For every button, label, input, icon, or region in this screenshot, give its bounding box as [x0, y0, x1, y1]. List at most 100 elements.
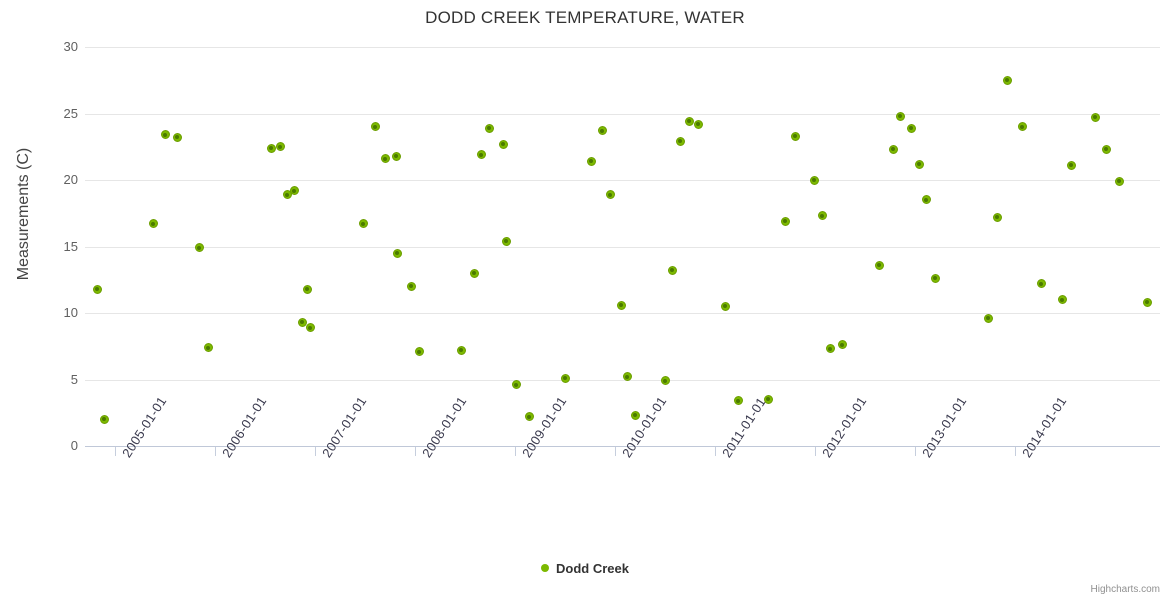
credits-label[interactable]: Highcharts.com	[1090, 584, 1160, 595]
scatter-point[interactable]	[511, 380, 521, 390]
scatter-point[interactable]	[825, 344, 835, 354]
scatter-point[interactable]	[414, 347, 424, 357]
chart-legend: Dodd Creek	[0, 561, 1170, 576]
scatter-point[interactable]	[1057, 295, 1067, 305]
scatter-point-core	[619, 303, 623, 308]
scatter-point[interactable]	[1066, 160, 1076, 170]
scatter-point[interactable]	[560, 373, 570, 383]
scatter-point[interactable]	[92, 284, 102, 294]
scatter-point[interactable]	[817, 211, 827, 221]
gridline	[85, 47, 1160, 48]
chart-title: DODD CREEK TEMPERATURE, WATER	[425, 8, 745, 27]
scatter-point[interactable]	[391, 151, 401, 161]
scatter-point[interactable]	[289, 186, 299, 196]
scatter-point[interactable]	[172, 132, 182, 142]
scatter-point-core	[395, 251, 399, 256]
scatter-point[interactable]	[1017, 122, 1027, 132]
scatter-point[interactable]	[1142, 297, 1152, 307]
scatter-point[interactable]	[1036, 279, 1046, 289]
scatter-point-core	[383, 156, 387, 161]
scatter-point[interactable]	[906, 123, 916, 133]
y-axis-title: Measurements (C)	[15, 147, 32, 281]
scatter-point[interactable]	[675, 136, 685, 146]
scatter-point[interactable]	[1114, 176, 1124, 186]
scatter-point-core	[1039, 281, 1043, 286]
scatter-point[interactable]	[622, 372, 632, 382]
scatter-point-core	[417, 349, 421, 354]
scatter-point-core	[812, 178, 816, 182]
scatter-point[interactable]	[809, 175, 819, 185]
scatter-point-core	[479, 152, 483, 157]
scatter-point[interactable]	[780, 216, 790, 226]
scatter-point-core	[501, 142, 505, 147]
scatter-point-core	[175, 135, 179, 140]
scatter-point-core	[278, 144, 282, 149]
x-axis-tick-mark	[715, 447, 716, 456]
scatter-point-core	[1060, 297, 1064, 302]
scatter-point[interactable]	[392, 248, 402, 258]
scatter-point[interactable]	[1090, 112, 1100, 122]
scatter-point[interactable]	[684, 116, 694, 126]
y-axis-tick-label: 0	[40, 439, 78, 452]
scatter-point[interactable]	[282, 190, 292, 200]
scatter-point-core	[151, 221, 155, 226]
scatter-point[interactable]	[358, 219, 368, 229]
scatter-point[interactable]	[148, 219, 158, 229]
scatter-point[interactable]	[194, 243, 204, 253]
scatter-point[interactable]	[733, 396, 743, 406]
scatter-point[interactable]	[160, 130, 170, 140]
scatter-point[interactable]	[203, 343, 213, 353]
scatter-point[interactable]	[693, 119, 703, 129]
scatter-point[interactable]	[380, 154, 390, 164]
scatter-point[interactable]	[524, 412, 534, 422]
scatter-point[interactable]	[616, 300, 626, 310]
scatter-point[interactable]	[266, 143, 276, 153]
scatter-point[interactable]	[297, 317, 307, 327]
x-axis-tick-label: 2005-01-01	[119, 393, 170, 461]
scatter-point[interactable]	[597, 126, 607, 136]
scatter-point-core	[986, 316, 990, 321]
scatter-point[interactable]	[406, 281, 416, 291]
scatter-point[interactable]	[790, 131, 800, 141]
scatter-point[interactable]	[992, 212, 1002, 222]
scatter-point[interactable]	[302, 284, 312, 294]
scatter-point[interactable]	[983, 313, 993, 323]
scatter-point[interactable]	[501, 236, 511, 246]
scatter-point[interactable]	[720, 301, 730, 311]
scatter-point-core	[933, 276, 937, 281]
scatter-point[interactable]	[921, 195, 931, 205]
scatter-point-core	[924, 197, 928, 202]
scatter-point[interactable]	[275, 142, 285, 152]
scatter-point[interactable]	[874, 260, 884, 270]
scatter-point[interactable]	[469, 268, 479, 278]
scatter-point[interactable]	[930, 273, 940, 283]
scatter-point[interactable]	[498, 139, 508, 149]
x-axis-tick-mark	[815, 447, 816, 456]
scatter-point[interactable]	[763, 394, 773, 404]
scatter-point-core	[527, 414, 531, 419]
x-axis-tick-label: 2014-01-01	[1019, 393, 1070, 461]
scatter-point-core	[633, 413, 637, 418]
scatter-point[interactable]	[667, 265, 677, 275]
scatter-point-core	[472, 271, 476, 276]
scatter-point[interactable]	[370, 122, 380, 132]
scatter-point[interactable]	[895, 111, 905, 121]
scatter-point[interactable]	[1002, 75, 1012, 85]
scatter-point[interactable]	[456, 345, 466, 355]
scatter-point[interactable]	[660, 376, 670, 386]
scatter-point[interactable]	[484, 123, 494, 133]
scatter-point[interactable]	[305, 323, 315, 333]
scatter-point[interactable]	[586, 156, 596, 166]
scatter-point[interactable]	[99, 414, 109, 424]
scatter-point[interactable]	[888, 144, 898, 154]
scatter-point[interactable]	[630, 410, 640, 420]
scatter-point[interactable]	[914, 159, 924, 169]
x-axis-tick-mark	[1015, 447, 1016, 456]
scatter-point[interactable]	[605, 190, 615, 200]
scatter-point[interactable]	[837, 340, 847, 350]
scatter-point-core	[877, 263, 881, 268]
scatter-point[interactable]	[1101, 144, 1111, 154]
legend-item-dodd-creek[interactable]: Dodd Creek	[541, 561, 629, 576]
scatter-point[interactable]	[476, 150, 486, 160]
